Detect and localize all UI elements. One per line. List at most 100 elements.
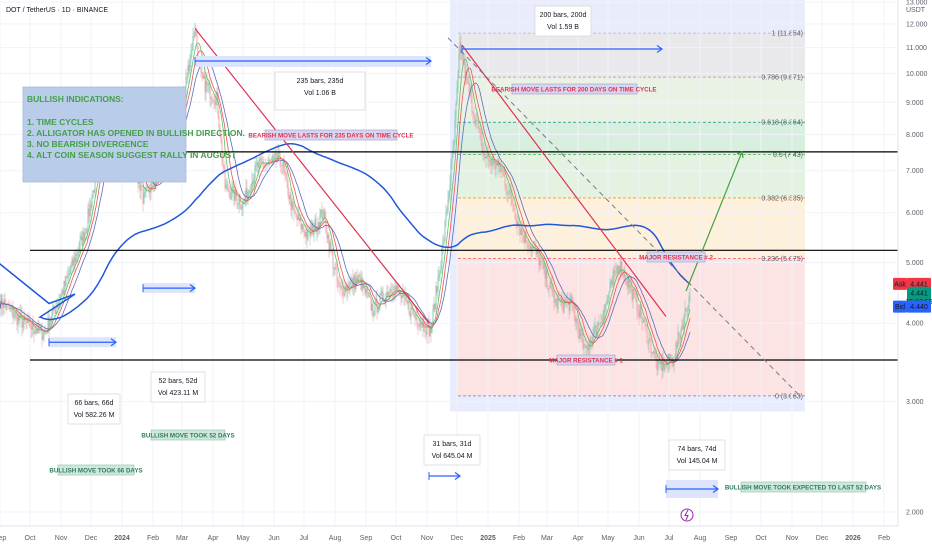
price-tag-side-text: Bid [895, 304, 905, 311]
candle-body [55, 307, 57, 314]
price-tick-label: 10.000 [906, 71, 928, 78]
candle-body [442, 239, 444, 247]
candle-body [679, 336, 681, 340]
candle-body [213, 100, 215, 103]
candle-body [450, 163, 452, 184]
candle-body [391, 292, 393, 294]
candle-body [525, 232, 527, 243]
measure-box [150, 371, 206, 403]
candle-body [88, 208, 90, 217]
candle-body [74, 257, 76, 263]
candle-body [405, 294, 407, 301]
candle-body [2, 305, 4, 309]
candle-body [349, 282, 351, 290]
bullish-66-box [57, 464, 135, 476]
candle-body [244, 198, 246, 201]
candle-body [673, 361, 675, 367]
time-tick-label: Apr [573, 535, 585, 542]
candle-body [457, 72, 459, 89]
candle-body [552, 289, 554, 295]
time-axis[interactable]: Sep Oct Nov Dec 2024 Feb Mar Apr May Jun Jul Aug Sep… [0, 535, 890, 542]
candle-body [254, 165, 256, 180]
candle-body [363, 284, 365, 288]
candle-body [94, 174, 96, 193]
candle-body [448, 192, 450, 200]
candle-body [424, 330, 426, 333]
fib-level-label: 0.618 (8.364) [761, 120, 803, 127]
candle-body [56, 307, 58, 308]
candle-body [251, 181, 253, 191]
candle-body [537, 249, 539, 255]
bullish-indications-item: 3. NO BEARISH DIVERGENCE [27, 139, 149, 149]
candle-body [435, 286, 437, 310]
price-axis[interactable]: 13.000 12.000 11.000 10.000 9.000 8.000 7.000 6… [893, 0, 932, 517]
candle-body [378, 306, 380, 311]
candle-body [628, 278, 630, 289]
candle-body [609, 284, 611, 293]
price-tick-label: 11.000 [906, 45, 927, 52]
candle-body [500, 168, 502, 173]
time-tick-label: Sep [360, 535, 373, 542]
candle-body [615, 272, 617, 274]
candle-body [350, 281, 352, 283]
candle-body [488, 158, 490, 162]
candle-body [61, 290, 63, 294]
candle-body [600, 322, 602, 324]
candle-body [652, 352, 654, 354]
candle-body [231, 188, 233, 197]
candle-body [613, 270, 615, 277]
candle-body [372, 304, 374, 316]
candle-body [489, 160, 491, 162]
candle-body [282, 162, 284, 167]
candle-body [67, 274, 69, 278]
candle-body [620, 261, 622, 273]
price-tag-side [893, 277, 907, 290]
candle-body [39, 327, 41, 330]
candle-body [390, 289, 392, 293]
candle-body [203, 75, 205, 79]
candle-body [368, 294, 370, 296]
candle-body [506, 188, 508, 194]
candle-body [382, 291, 384, 302]
ma-200-line [0, 143, 691, 321]
candle-body [394, 285, 396, 294]
candle-body [364, 284, 366, 294]
candle-body [194, 31, 196, 37]
candle-body [76, 254, 78, 256]
fib-bands: 1 (11.854) 0.786 (9.871) 0.618 (8.364) 0.5 … [450, 0, 805, 412]
time-tick-label: Mar [541, 535, 554, 542]
candle-body [603, 311, 605, 316]
measure-bars: 31 bars, 31d [433, 441, 472, 448]
candle-body [323, 210, 325, 218]
candle-body [683, 316, 685, 330]
candle-body [312, 224, 314, 235]
candle-body [239, 198, 241, 207]
candle-body [334, 268, 336, 270]
candle-body [146, 186, 148, 188]
price-axis-bg [898, 0, 932, 526]
price-tick-label: 2.000 [906, 510, 924, 517]
candle-body [447, 199, 449, 211]
candle-body [204, 75, 206, 92]
candle-body [541, 260, 543, 262]
candle-body [256, 162, 258, 166]
candle-body [531, 246, 533, 252]
candle-body [540, 260, 542, 261]
candle-body [477, 120, 479, 129]
candle-body [607, 298, 609, 300]
candle-body [402, 291, 404, 297]
candle-body [475, 120, 477, 126]
candle-body [154, 181, 156, 186]
bullish-indications-item: 2. ALLIGATOR HAS OPENED IN BULLISH DIREC… [27, 128, 245, 138]
candle-body [470, 91, 472, 95]
candle-body [574, 312, 576, 322]
candle-body [404, 294, 406, 297]
time-tick-label: Nov [786, 535, 799, 542]
candle-body [50, 320, 52, 322]
candle-body [410, 307, 412, 317]
measure-vol: Vol 1.06 B [304, 90, 336, 97]
candle-body [1, 294, 3, 306]
candle-body [347, 285, 349, 290]
candle-body [421, 324, 423, 328]
